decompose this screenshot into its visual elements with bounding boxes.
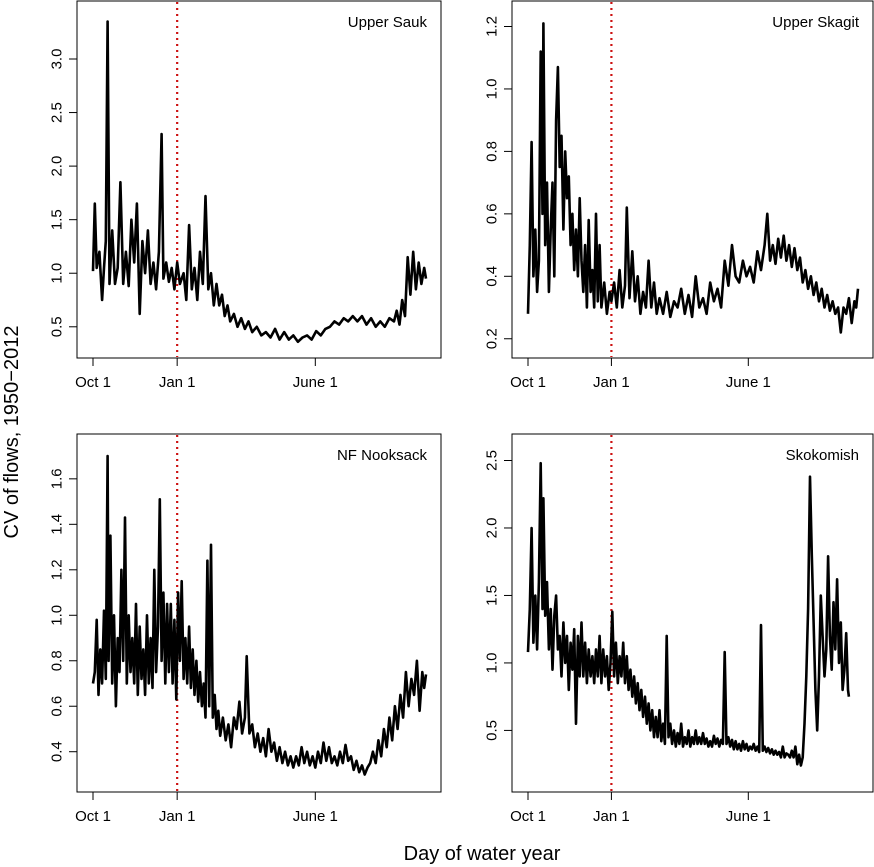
y-tick-label: 1.0 [49,263,66,284]
panel-skokomish: 0.5 1.0 1.5 2.0 2.5 Oct 1 Jan 1 June 1 Skokomish [484,433,874,825]
y-tick-label: 1.2 [484,16,501,37]
y-tick-label: 1.6 [49,468,66,489]
x-tick-label: Jan 1 [159,374,196,391]
panel-upper-skagit: 0.2 0.4 0.6 0.8 1.0 1.2 Oct 1 Jan 1 June 1 Upper … [484,0,874,391]
plot-frame [511,0,874,359]
x-tick-label: Oct 1 [75,374,111,391]
y-tick-label: 3.0 [49,49,66,70]
series-line [91,20,428,344]
y-tick-label: 2.0 [49,156,66,177]
y-axis-label: CV of flows, 1950−2012 [1,326,23,539]
panel-nf-nooksack: 0.4 0.6 0.8 1.0 1.2 1.4 1.6 Oct 1 Jan 1 June 1 NF … [49,433,442,825]
series-line [526,22,860,334]
y-tick-label: 1.5 [49,209,66,230]
y-tick-label: 1.4 [49,514,66,535]
y-tick-label: 0.5 [49,316,66,337]
panel-title: NF Nooksack [337,447,428,464]
x-tick-label: June 1 [293,374,338,391]
panel-title: Upper Sauk [348,14,428,31]
x-tick-label: Jan 1 [159,808,196,825]
y-tick-label: 0.2 [484,328,501,349]
plot-frame [511,433,874,793]
y-tick-label: 1.0 [49,605,66,626]
y-tick-label: 0.4 [49,741,66,762]
x-tick-label: June 1 [726,374,771,391]
panel-upper-sauk: 0.5 1.0 1.5 2.0 2.5 3.0 Oct 1 Jan 1 June 1 Upper … [49,0,442,391]
y-tick-label: 0.4 [484,266,501,287]
x-axis-label: Day of water year [404,843,561,865]
y-tick-label: 0.6 [49,696,66,717]
x-tick-label: June 1 [726,808,771,825]
y-tick-label: 1.0 [484,653,501,674]
series-line [91,454,428,776]
y-tick-label: 0.5 [484,720,501,741]
y-tick-label: 1.0 [484,79,501,100]
x-tick-label: Oct 1 [510,374,546,391]
y-tick-label: 1.5 [484,585,501,606]
y-tick-label: 0.8 [49,650,66,671]
panel-title: Upper Skagit [772,14,860,31]
x-tick-label: Oct 1 [75,808,111,825]
y-tick-label: 2.0 [484,518,501,539]
y-tick-label: 2.5 [49,102,66,123]
x-tick-label: Jan 1 [593,808,630,825]
plot-frame [76,433,442,793]
x-tick-label: Oct 1 [510,808,546,825]
x-tick-label: Jan 1 [593,374,630,391]
panel-title: Skokomish [786,447,859,464]
y-tick-label: 0.6 [484,203,501,224]
series-line [526,461,851,767]
y-tick-label: 0.8 [484,141,501,162]
x-tick-label: June 1 [293,808,338,825]
y-tick-label: 1.2 [49,559,66,580]
y-tick-label: 2.5 [484,450,501,471]
plot-frame [76,0,442,359]
